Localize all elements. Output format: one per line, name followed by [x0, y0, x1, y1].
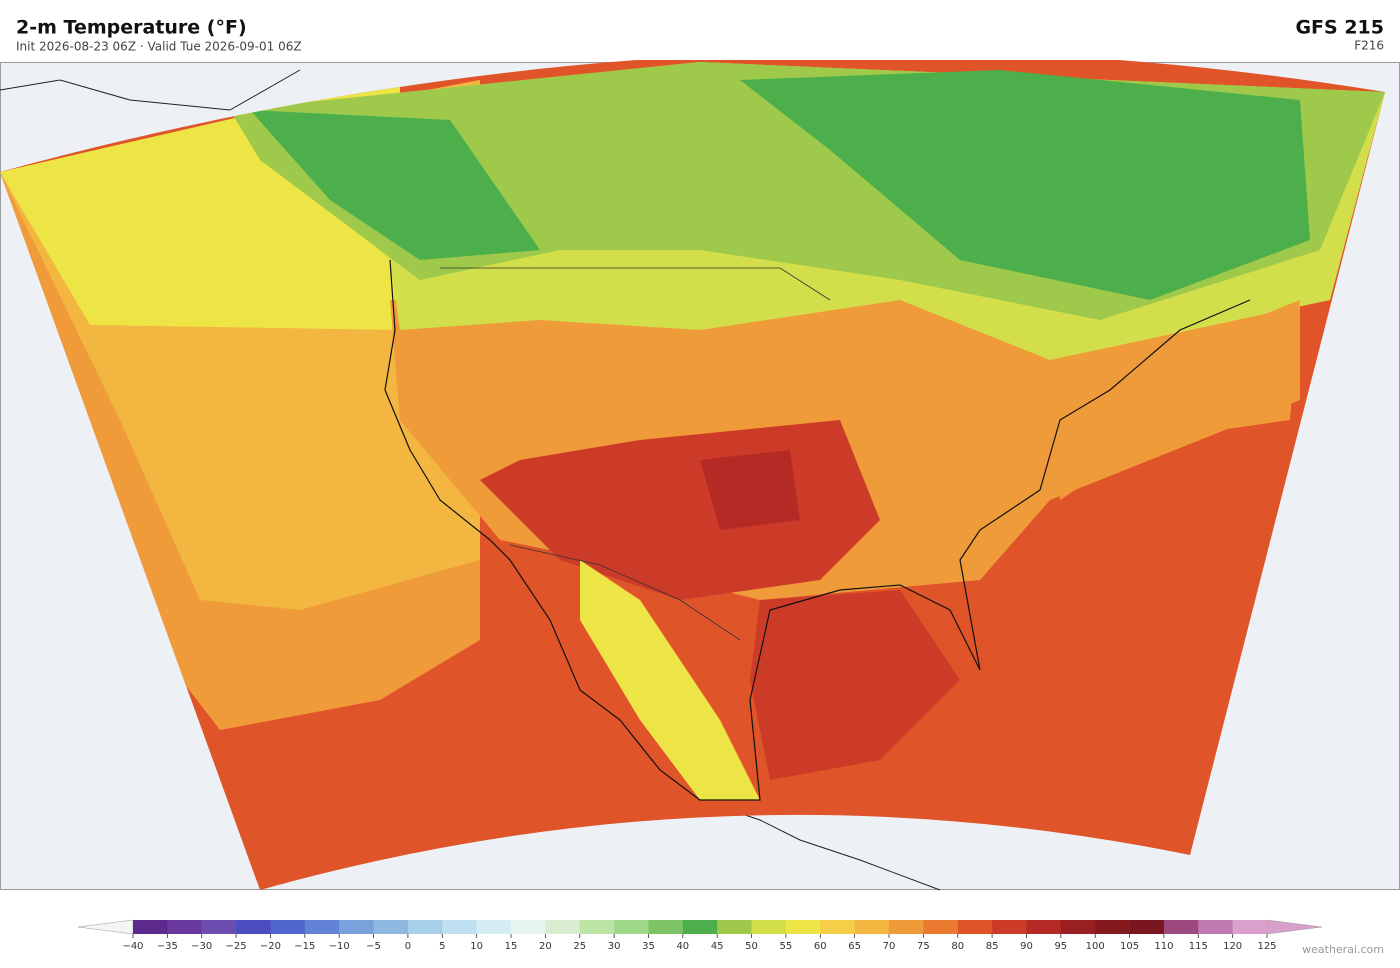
colorbar-bin [992, 920, 1027, 934]
colorbar-bin [889, 920, 924, 934]
colorbar-tick-label: −40 [122, 941, 143, 952]
colorbar-tick-label: 45 [711, 941, 724, 952]
temperature-field [0, 60, 1385, 891]
temperature-region [750, 590, 960, 780]
colorbar-tick-label: 60 [814, 941, 827, 952]
temperature-region [250, 110, 540, 260]
colorbar-tick-label: 30 [608, 941, 621, 952]
colorbar-bin [579, 920, 615, 934]
colorbar-tick-label: −35 [157, 941, 178, 952]
colorbar-bin [339, 920, 374, 934]
colorbar-bin [1232, 920, 1268, 934]
colorbar-bin [373, 920, 409, 934]
colorbar-tick-label: 50 [745, 941, 758, 952]
colorbar-tick-label: 110 [1154, 941, 1173, 952]
colorbar-bin [1163, 920, 1199, 934]
temperature-region [740, 70, 1310, 300]
colorbar-tick-label: 5 [439, 941, 445, 952]
credit: weatherai.com [1302, 943, 1384, 956]
colorbar-bin [820, 920, 855, 934]
title: 2-m Temperature (°F) [16, 17, 247, 39]
colorbar-tick-label: 125 [1257, 941, 1276, 952]
temperature-region [580, 560, 760, 800]
colorbar-under [77, 919, 134, 935]
colorbar-bin [167, 920, 203, 934]
colorbar-tick-label: 65 [848, 941, 861, 952]
colorbar-tick-label: 10 [470, 941, 483, 952]
forecast-hour: F216 [1354, 39, 1384, 53]
colorbar-tick-label: 100 [1086, 941, 1105, 952]
colorbar-bin [717, 920, 752, 934]
colorbar-bin [1060, 920, 1096, 934]
colorbar-bin [1198, 920, 1233, 934]
colorbar-bin [957, 920, 993, 934]
colorbar-tick-label: −20 [260, 941, 281, 952]
colorbar-tick-label: 40 [676, 941, 689, 952]
model-run: GFS 215 [1295, 17, 1384, 39]
colorbar-bin [682, 920, 718, 934]
colorbar-bin [511, 920, 546, 934]
colorbar-bin [648, 920, 684, 934]
colorbar-bin [1026, 920, 1062, 934]
colorbar-bin [476, 920, 512, 934]
colorbar-tick-label: 35 [642, 941, 655, 952]
colorbar-tick-label: 95 [1054, 941, 1067, 952]
colorbar-tick-label: 20 [539, 941, 552, 952]
colorbar-over [1266, 919, 1323, 935]
colorbar-tick-label: 80 [951, 941, 964, 952]
colorbar-tick-label: −25 [226, 941, 247, 952]
colorbar-tick-label: −10 [329, 941, 350, 952]
colorbar-bin [201, 920, 237, 934]
colorbar-bin [751, 920, 787, 934]
colorbar-bin [270, 920, 306, 934]
colorbar-tick-label: 120 [1223, 941, 1242, 952]
colorbar-tick-label: −5 [366, 941, 381, 952]
colorbar-bin [133, 920, 168, 934]
colorbar-bin [614, 920, 649, 934]
coastline [0, 69, 301, 111]
colorbar-tick-label: 70 [883, 941, 896, 952]
subtitle: Init 2026-08-23 06Z · Valid Tue 2026-09-… [16, 40, 302, 54]
temperature-region [700, 450, 800, 530]
colorbar-tick-label: 15 [505, 941, 518, 952]
colorbar-bin [407, 920, 443, 934]
colorbar-bin [1095, 920, 1130, 934]
colorbar-bin [854, 920, 890, 934]
colorbar-bin [785, 920, 821, 934]
colorbar-tick-label: 75 [917, 941, 930, 952]
colorbar-bin [1129, 920, 1165, 934]
colorbar-tick-label: 25 [573, 941, 586, 952]
colorbar-tick-label: −15 [294, 941, 315, 952]
colorbar-bin [923, 920, 959, 934]
border [440, 267, 831, 301]
map [0, 60, 1400, 891]
colorbar: −40 −35 −30 −25 −20 −15 −10 −5 0 5 10 15 20 25 30 35 40 4… [77, 919, 1323, 952]
colorbar-bin [442, 920, 477, 934]
colorbar-bin [236, 920, 271, 934]
colorbar-bin [304, 920, 340, 934]
colorbar-tick-label: 0 [405, 941, 411, 952]
colorbar-tick-label: 85 [986, 941, 999, 952]
border [509, 544, 741, 641]
colorbar-tick-label: 115 [1189, 941, 1208, 952]
coastline [384, 259, 1251, 801]
colorbar-bin [545, 920, 581, 934]
colorbar-tick-label: 55 [780, 941, 793, 952]
colorbar-tick-label: 90 [1020, 941, 1033, 952]
colorbar-tick-label: 105 [1120, 941, 1139, 952]
colorbar-tick-label: −30 [191, 941, 212, 952]
temperature-region [1050, 300, 1300, 500]
